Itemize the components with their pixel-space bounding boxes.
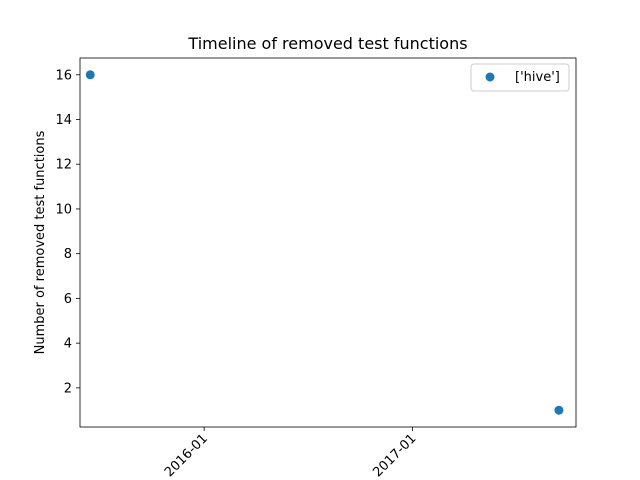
legend-box	[470, 63, 570, 92]
y-tick-label: 8	[64, 247, 72, 262]
y-tick-label: 10	[55, 202, 72, 217]
y-tick-label: 4	[64, 337, 72, 352]
data-points	[85, 70, 564, 415]
x-axis: 2016-01 2017-01	[162, 427, 419, 480]
y-tick-label: 12	[55, 158, 72, 173]
x-tick-label: 2017-01	[370, 431, 419, 480]
legend-label: ['hive']	[515, 70, 560, 85]
x-tick-label: 2016-01	[162, 431, 211, 480]
y-tick-label: 6	[64, 292, 72, 307]
plot-area	[79, 57, 577, 428]
data-point	[554, 405, 564, 415]
y-axis-label: Number of removed test functions	[33, 130, 48, 354]
plot-border	[79, 57, 577, 428]
chart-title: Timeline of removed test functions	[187, 34, 467, 53]
legend-marker	[485, 72, 495, 82]
y-tick-label: 14	[55, 113, 72, 128]
y-tick-label: 16	[55, 68, 72, 83]
y-axis: 2 4 6 8 10 12 14 16	[55, 68, 80, 396]
data-point	[85, 70, 95, 80]
y-tick-label: 2	[64, 381, 72, 396]
legend: ['hive']	[470, 63, 570, 92]
